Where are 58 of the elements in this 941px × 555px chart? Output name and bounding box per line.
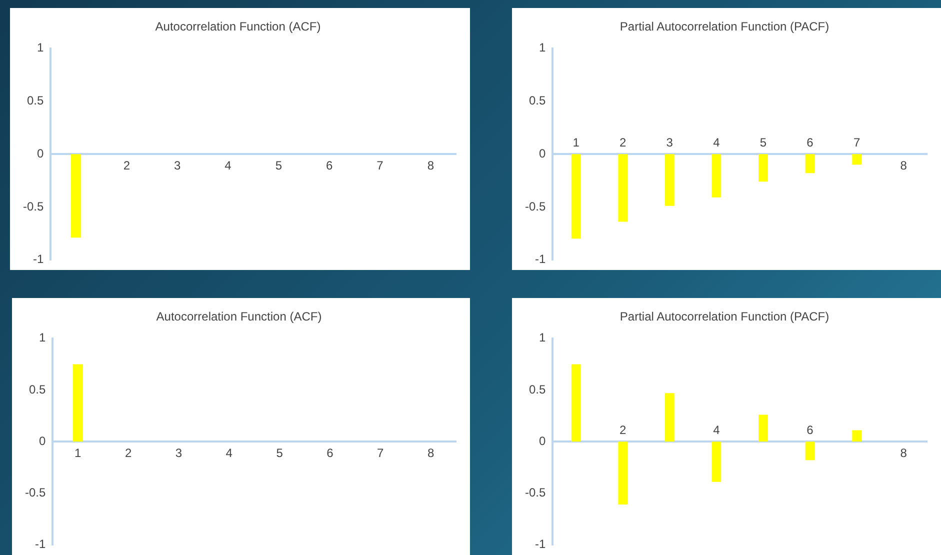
x-tick-label: 5 bbox=[276, 446, 284, 460]
x-tick-label: 5 bbox=[275, 158, 282, 172]
y-tick-label: -0.5 bbox=[524, 199, 546, 214]
y-tick-label: 0 bbox=[38, 434, 46, 448]
y-tick-label: -1 bbox=[33, 252, 44, 266]
y-tick-label: -1 bbox=[535, 252, 546, 266]
x-tick-label: 4 bbox=[713, 135, 720, 150]
bar bbox=[805, 442, 815, 460]
y-tick-label: 1 bbox=[36, 40, 44, 55]
y-tick-label: 0.5 bbox=[528, 382, 546, 396]
y-tick-label: -1 bbox=[35, 537, 46, 552]
bar bbox=[712, 442, 722, 482]
y-tick-label: 1 bbox=[538, 330, 546, 345]
y-tick-label: 1 bbox=[538, 40, 546, 55]
bar bbox=[664, 393, 674, 442]
y-tick-label: -0.5 bbox=[524, 486, 546, 500]
x-tick-label: 2 bbox=[620, 422, 627, 437]
x-tick-label: 8 bbox=[900, 446, 908, 460]
y-tick-label: -0.5 bbox=[22, 199, 44, 214]
y-tick-label: -1 bbox=[535, 537, 546, 552]
x-tick-label: 3 bbox=[175, 446, 182, 460]
x-tick-label: 3 bbox=[174, 158, 181, 172]
x-tick-label: 4 bbox=[226, 446, 233, 460]
x-tick-label: 8 bbox=[900, 158, 908, 172]
y-tick-label: 0 bbox=[538, 434, 546, 448]
x-tick-label: 6 bbox=[806, 422, 814, 437]
chart-title: Partial Autocorrelation Function (PACF) bbox=[620, 310, 830, 324]
y-tick-label: 0.5 bbox=[528, 94, 546, 108]
bar bbox=[758, 414, 768, 442]
chart-title: Autocorrelation Function (ACF) bbox=[155, 20, 321, 34]
x-tick-label: 4 bbox=[224, 158, 232, 172]
x-tick-label: 5 bbox=[760, 135, 767, 150]
x-tick-label: 6 bbox=[326, 158, 333, 172]
x-tick-label: 2 bbox=[620, 135, 627, 150]
bar bbox=[852, 430, 862, 442]
bar bbox=[618, 442, 628, 505]
y-tick-label: 0 bbox=[36, 146, 44, 160]
x-tick-label: 3 bbox=[666, 135, 674, 150]
chart-title: Partial Autocorrelation Function (PACF) bbox=[620, 20, 830, 34]
y-tick-label: -0.5 bbox=[24, 486, 46, 500]
y-tick-label: 0.5 bbox=[26, 94, 44, 108]
x-tick-label: 8 bbox=[427, 158, 434, 172]
chart-title: Autocorrelation Function (ACF) bbox=[156, 310, 322, 324]
x-tick-label: 7 bbox=[376, 158, 384, 172]
x-tick-label: 4 bbox=[713, 422, 720, 437]
x-tick-label: 8 bbox=[427, 446, 434, 460]
y-tick-label: 0 bbox=[538, 146, 546, 160]
x-tick-label: 7 bbox=[853, 135, 860, 150]
bar bbox=[571, 364, 581, 442]
x-tick-label: 1 bbox=[74, 446, 82, 460]
x-tick-label: 6 bbox=[326, 446, 334, 460]
x-tick-label: 1 bbox=[572, 135, 580, 150]
y-tick-label: 1 bbox=[38, 330, 46, 345]
x-tick-label: 7 bbox=[377, 446, 384, 460]
x-tick-label: 6 bbox=[806, 135, 814, 150]
x-tick-label: 2 bbox=[123, 158, 130, 172]
x-tick-label: 2 bbox=[124, 446, 132, 460]
y-tick-label: 0.5 bbox=[28, 382, 46, 396]
